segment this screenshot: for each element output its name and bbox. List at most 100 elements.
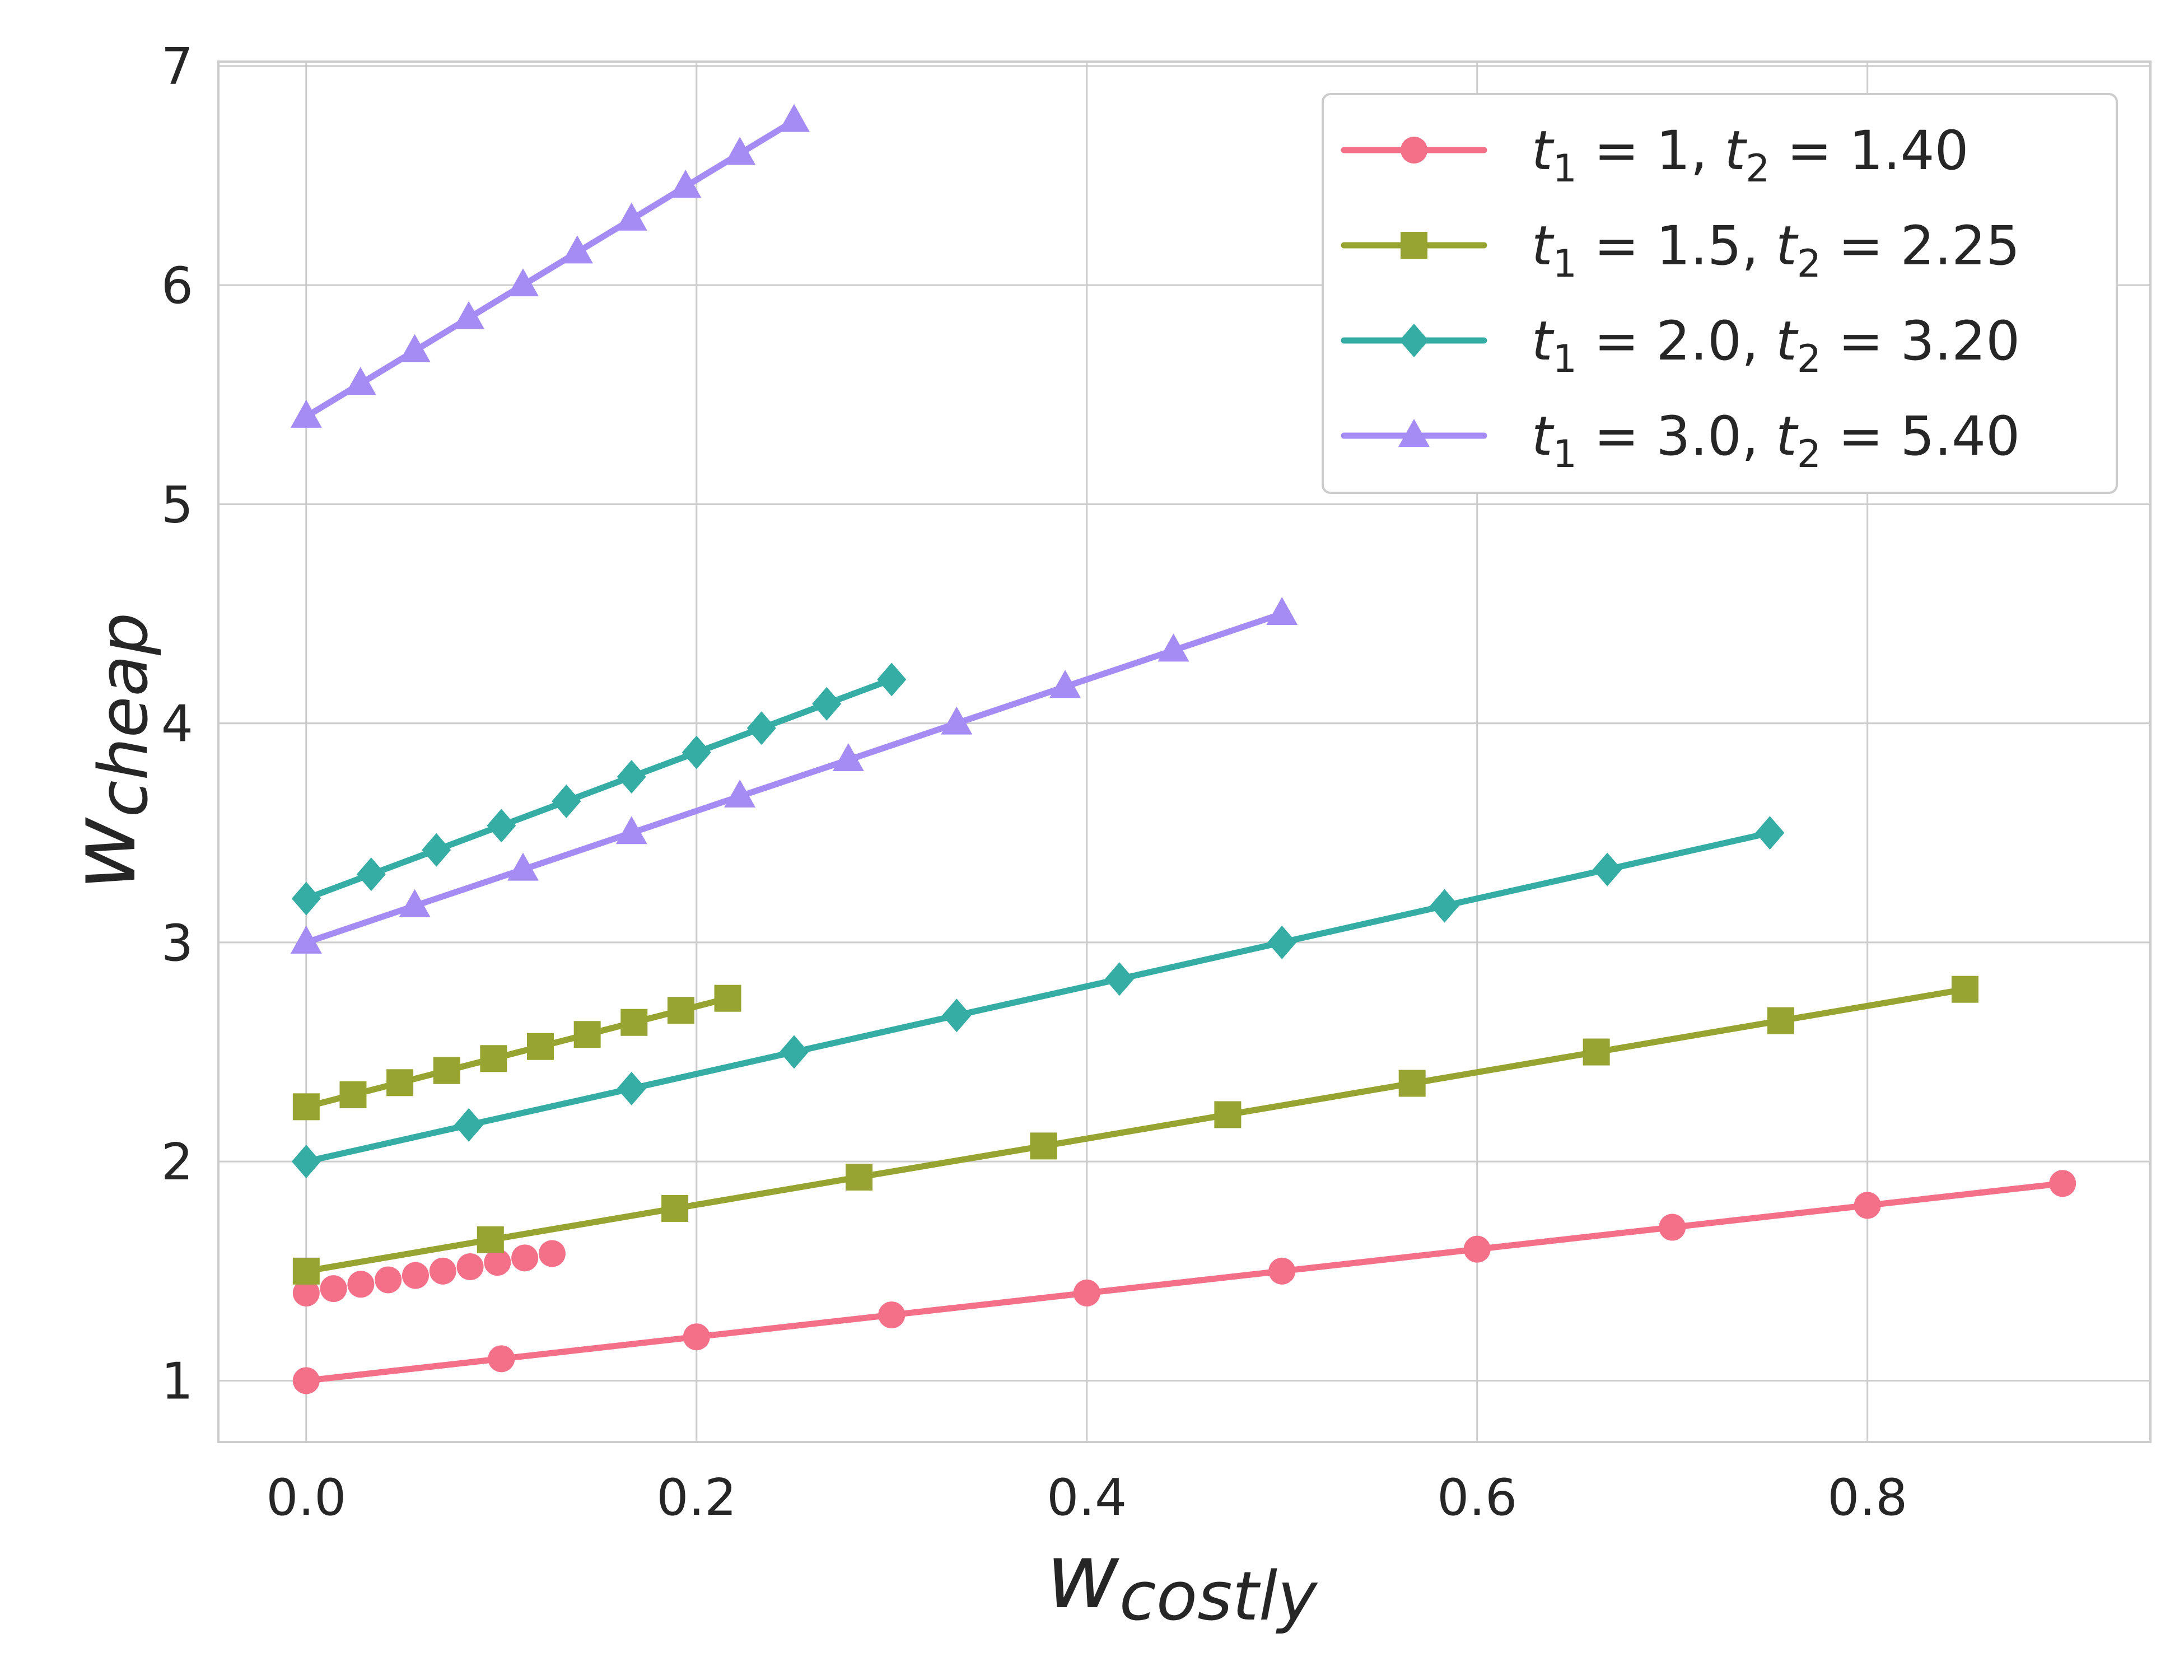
legend-marker [1398, 419, 1430, 447]
data-point [484, 1249, 511, 1276]
data-point [1104, 962, 1134, 996]
data-point [399, 889, 431, 917]
data-point [527, 1033, 554, 1060]
legend-marker [1401, 137, 1427, 164]
data-point [1267, 925, 1297, 959]
data-point [386, 1069, 414, 1096]
x-tick-label: 0.0 [266, 1468, 346, 1527]
data-point [682, 735, 711, 769]
data-point [846, 1163, 873, 1191]
data-point [573, 1021, 601, 1048]
data-point [1854, 1192, 1881, 1219]
data-point [1030, 1132, 1057, 1160]
data-point [1755, 816, 1785, 850]
data-point [292, 1093, 320, 1121]
data-point [1767, 1007, 1794, 1034]
series [292, 1170, 2076, 1394]
y-tick-label: 2 [161, 1133, 193, 1192]
data-point [454, 1108, 484, 1142]
y-tick-label: 5 [161, 475, 193, 534]
data-point [778, 104, 810, 132]
legend: t1 = 1, t2 = 1.40 t1 = 1.5, t2 = 2.25 t1 =… [1322, 93, 2118, 494]
series [290, 597, 1298, 954]
data-point [291, 1145, 321, 1179]
data-point [433, 1057, 460, 1084]
data-point [1463, 1235, 1491, 1263]
y-tick-label: 4 [161, 695, 193, 754]
y-tick-label: 6 [161, 256, 193, 315]
data-point [670, 170, 702, 198]
data-point [683, 1323, 710, 1351]
series [292, 984, 741, 1121]
data-point [746, 711, 776, 745]
y-axis-title: wcheap [51, 613, 163, 890]
data-point [480, 1045, 507, 1072]
data-point [620, 1009, 648, 1036]
y-tick-label: 7 [161, 38, 193, 96]
series [291, 816, 1785, 1179]
data-point [812, 687, 842, 721]
data-point [507, 852, 539, 881]
data-point [832, 743, 864, 771]
data-point [290, 399, 322, 428]
data-point [615, 202, 647, 231]
data-point [487, 809, 516, 843]
series-line [303, 676, 895, 902]
legend-label: t1 = 1.5, t2 = 2.25 [1532, 214, 2020, 286]
data-point [878, 1301, 906, 1329]
x-tick-label: 0.8 [1827, 1468, 1907, 1527]
data-point [375, 1266, 402, 1294]
series-layer [290, 104, 2076, 1394]
y-tick-label: 3 [161, 914, 193, 973]
data-point [488, 1345, 515, 1373]
x-axis-title: wcostly [1046, 1524, 1318, 1636]
data-point [290, 925, 322, 954]
data-point [422, 833, 451, 867]
data-point [615, 816, 647, 844]
series-line [303, 829, 1773, 1165]
data-point [538, 1240, 566, 1267]
data-point [402, 1262, 429, 1289]
x-tick-label: 0.2 [656, 1468, 736, 1527]
data-point [1049, 670, 1081, 698]
data-point [1266, 597, 1298, 625]
data-point [291, 881, 321, 916]
data-point [877, 662, 907, 697]
data-point [344, 367, 376, 395]
data-point [780, 1035, 809, 1069]
data-point [2049, 1170, 2076, 1197]
series-line [303, 118, 797, 420]
data-point [941, 706, 973, 735]
data-point [1583, 1038, 1610, 1066]
legend-entry: t1 = 1, t2 = 1.40 [1341, 119, 1969, 191]
data-point [1659, 1214, 1686, 1241]
plot-frame [217, 60, 2152, 1443]
data-point [617, 760, 646, 794]
data-point [339, 1081, 367, 1108]
data-point [617, 1071, 646, 1105]
data-point [507, 268, 539, 297]
x-tick-label: 0.4 [1047, 1468, 1127, 1527]
series [290, 104, 810, 428]
data-point [347, 1271, 375, 1298]
data-point [453, 301, 485, 329]
data-point [1214, 1101, 1242, 1128]
data-point [1158, 633, 1189, 662]
legend-label: t1 = 3.0, t2 = 5.40 [1532, 405, 2020, 477]
data-point [292, 1279, 320, 1306]
legend-box [1322, 93, 2118, 494]
legend-label: t1 = 2.0, t2 = 3.20 [1532, 310, 2020, 381]
data-point [399, 334, 431, 362]
data-point [552, 784, 581, 818]
y-tick-label: 1 [161, 1352, 193, 1411]
data-point [511, 1244, 539, 1272]
data-point [1398, 1070, 1426, 1097]
legend-marker [1399, 324, 1429, 357]
data-point [320, 1275, 347, 1303]
data-point [292, 1367, 320, 1394]
series [292, 976, 1978, 1285]
series-line [303, 995, 731, 1110]
data-point [477, 1226, 504, 1253]
data-point [1268, 1257, 1296, 1285]
